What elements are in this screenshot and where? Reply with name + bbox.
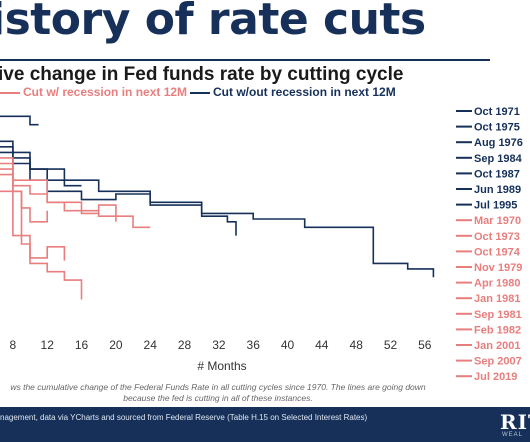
end-label: Jun 1989: [474, 184, 521, 196]
x-tick-label: 20: [109, 338, 123, 352]
title-divider: [0, 59, 490, 61]
end-label: Nov 1979: [474, 262, 522, 274]
x-tick-label: 16: [75, 338, 89, 352]
legend-label-recession: Cut w/ recession in next 12M: [23, 85, 188, 99]
series-line-8: [0, 190, 83, 300]
end-label: Sep 1984: [474, 153, 523, 165]
x-tick-label: 32: [212, 338, 226, 352]
end-label: Oct 1975: [474, 122, 520, 134]
x-tick-label: 8: [10, 338, 17, 352]
series-line-4: [0, 151, 435, 278]
end-label: Feb 1982: [474, 324, 521, 336]
source-text: nagement, data via YCharts and sourced f…: [0, 413, 368, 422]
x-tick-label: 56: [418, 338, 432, 352]
end-label: Oct 1971: [474, 106, 520, 118]
end-label: Apr 1980: [474, 278, 520, 290]
company-logo: RIT: [500, 410, 530, 434]
end-labels: Oct 1971 Oct 1975 Aug 1976 Sep 1984 Oct 1987…: [456, 106, 523, 383]
end-label: Jul 2019: [474, 371, 517, 383]
legend-label-no-recession: Cut w/out recession in next 12M: [213, 85, 396, 99]
series-line-9: [0, 173, 66, 261]
x-tick-label: 28: [178, 338, 192, 352]
x-tick-label: 52: [384, 338, 398, 352]
legend-swatch-no-recession: [190, 91, 210, 94]
x-tick-label: 36: [247, 338, 261, 352]
x-tick-label: 24: [144, 338, 158, 352]
chart-note: ws the cumulative change of the Federal …: [10, 382, 426, 403]
legend-swatch-recession: [0, 91, 20, 94]
end-label: Jul 1995: [474, 200, 517, 212]
company-logo-sub: WEAL: [502, 432, 524, 438]
x-tick-label: 12: [41, 338, 55, 352]
series-line-6: [0, 168, 151, 229]
legend-item-recession: Cut w/ recession in next 12M: [0, 85, 187, 99]
series-layer: [0, 115, 435, 300]
x-tick-label: 48: [350, 338, 364, 352]
series-line-1: [0, 115, 39, 126]
chart-subtitle: ive change in Fed funds rate by cutting …: [0, 64, 404, 85]
end-label: Oct 1973: [474, 231, 520, 243]
series-line-7: [0, 162, 49, 223]
end-label: Sep 2007: [474, 356, 522, 368]
rate-cut-chart: 8 12 16 20 24 28 32 36 40 44 48 52 56 # Months Oct 1…: [0, 106, 523, 383]
end-label: Jan 2001: [474, 340, 520, 352]
footer-bar: nagement, data via YCharts and sourced f…: [0, 407, 530, 442]
end-label: Mar 1970: [474, 215, 521, 227]
end-label: Jan 1981: [474, 293, 520, 305]
x-tick-label: 40: [281, 338, 295, 352]
end-label: Oct 1974: [474, 246, 521, 258]
end-label: Oct 1987: [474, 168, 520, 180]
x-axis-ticks: 8 12 16 20 24 28 32 36 40 44 48 52 56: [10, 338, 432, 352]
page-title: istory of rate cuts: [0, 0, 426, 45]
end-label: Sep 1981: [474, 309, 522, 321]
x-axis-label: # Months: [197, 359, 246, 373]
x-tick-label: 44: [315, 338, 329, 352]
legend-item-no-recession: Cut w/out recession in next 12M: [190, 85, 396, 99]
end-label: Aug 1976: [474, 137, 523, 149]
